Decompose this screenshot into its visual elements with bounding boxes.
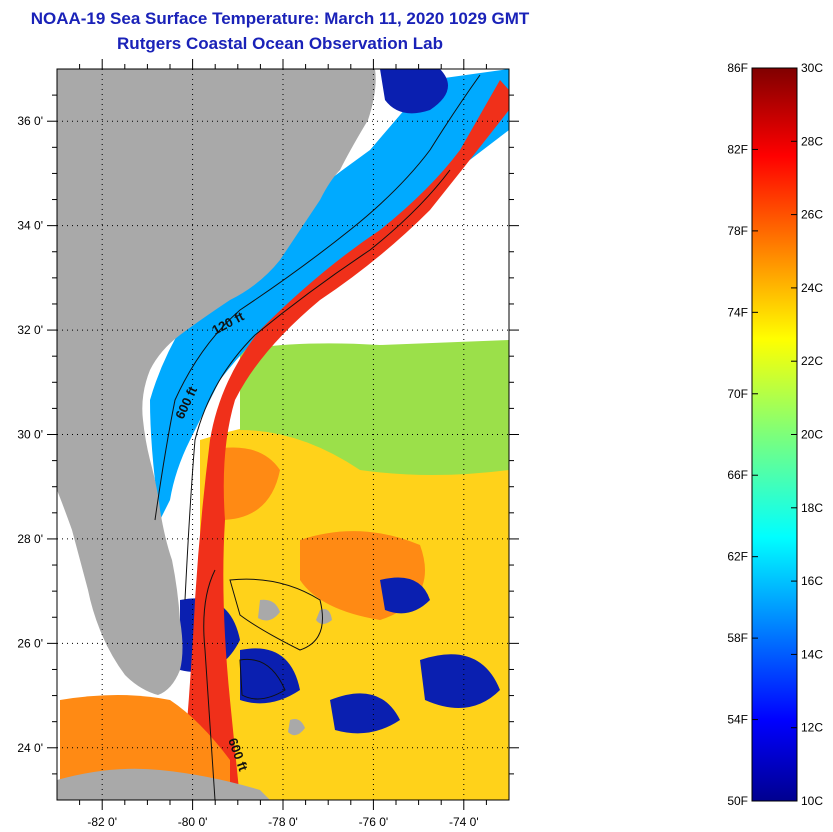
colorbar-label-f: 54F (727, 713, 748, 727)
colorbar-label-c: 12C (801, 721, 823, 735)
gulf-stream-region (180, 80, 509, 800)
colorbar-label-f: 50F (727, 794, 748, 808)
map-axes: 36 0' 34 0' 32 0' 30 0' 28 0' 26 0' 24 0' -82 0… (17, 59, 519, 829)
lon-label: -76 0' (359, 815, 389, 829)
hot-water-patches (206, 447, 425, 620)
lon-label: -74 0' (449, 815, 479, 829)
colorbar-label-c: 10C (801, 794, 823, 808)
colorbar-label-f: 78F (727, 224, 748, 238)
map-graticule (57, 69, 509, 800)
lat-label: 28 0' (17, 532, 43, 546)
colorbar-label-f: 66F (727, 468, 748, 482)
colorbar-label-c: 18C (801, 501, 823, 515)
shelf-water-region (150, 69, 509, 520)
colorbar-label-c: 30C (801, 61, 823, 75)
map-subtitle: Rutgers Coastal Ocean Observation Lab (117, 34, 443, 53)
colorbar-labels: 86F 82F 78F 74F 70F 66F 62F 58F 54F 50F 30C 28C 26C 2… (727, 61, 823, 808)
lat-label: 34 0' (17, 219, 43, 233)
colorbar-label-f: 70F (727, 387, 748, 401)
colorbar-label-c: 28C (801, 134, 823, 148)
lat-label: 26 0' (17, 636, 43, 650)
colorbar-label-c: 26C (801, 208, 823, 222)
land-mass-bahamas (258, 599, 332, 736)
colorbar-label-c: 24C (801, 281, 823, 295)
colorbar-label-f: 62F (727, 550, 748, 564)
depth-contour-120ft (154, 74, 481, 521)
map-title: NOAA-19 Sea Surface Temperature: March 1… (30, 9, 530, 28)
colorbar-label-c: 16C (801, 574, 823, 588)
land-mass (57, 69, 376, 695)
colorbar-label-f: 86F (727, 61, 748, 75)
colorbar-label-f: 74F (727, 305, 748, 319)
map-panel: 120 ft 600 ft 600 ft (57, 69, 509, 800)
lat-label: 36 0' (17, 114, 43, 128)
lon-label: -78 0' (268, 815, 298, 829)
depth-contour-600ft (184, 169, 451, 601)
lon-label: -82 0' (87, 815, 117, 829)
land-mass-cuba (57, 768, 270, 800)
colorbar-label-c: 22C (801, 354, 823, 368)
colorbar-label-f: 58F (727, 631, 748, 645)
colorbar-label-c: 20C (801, 428, 823, 442)
depth-contour-600ft-south (203, 569, 216, 800)
colorbar-label-c: 14C (801, 647, 823, 661)
colorbar-label-f: 82F (727, 142, 748, 156)
lat-label: 32 0' (17, 323, 43, 337)
lat-label: 30 0' (17, 428, 43, 442)
bank-contour (229, 578, 323, 700)
mild-water-region (240, 340, 509, 475)
colorbar (751, 67, 798, 802)
lon-label: -80 0' (178, 815, 208, 829)
lat-label: 24 0' (17, 741, 43, 755)
